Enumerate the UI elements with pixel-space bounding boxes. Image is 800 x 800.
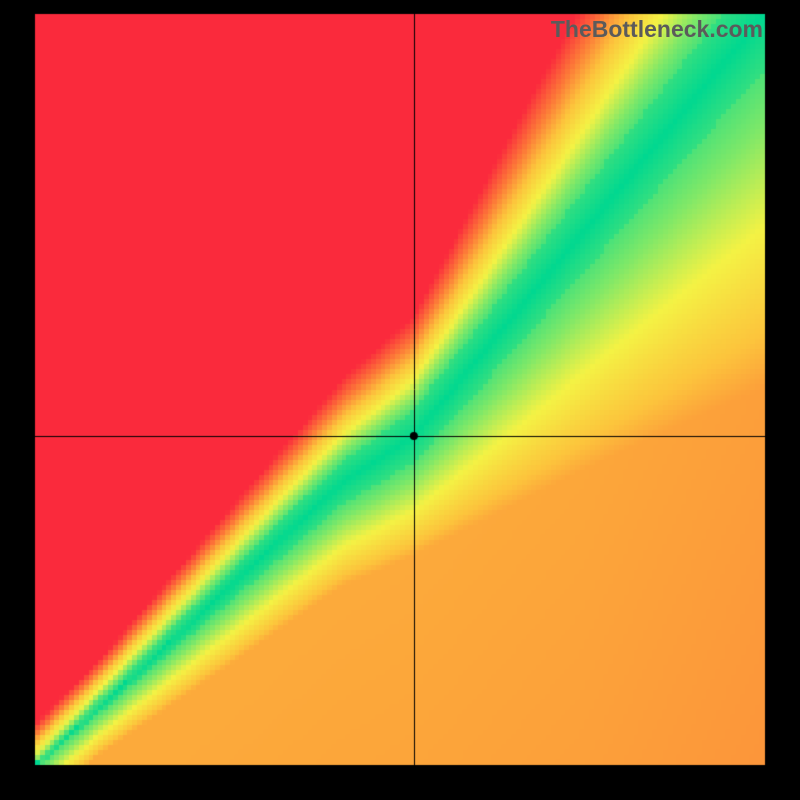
watermark-label: TheBottleneck.com bbox=[551, 16, 763, 43]
bottleneck-heatmap bbox=[0, 0, 800, 800]
chart-container: TheBottleneck.com bbox=[0, 0, 800, 800]
